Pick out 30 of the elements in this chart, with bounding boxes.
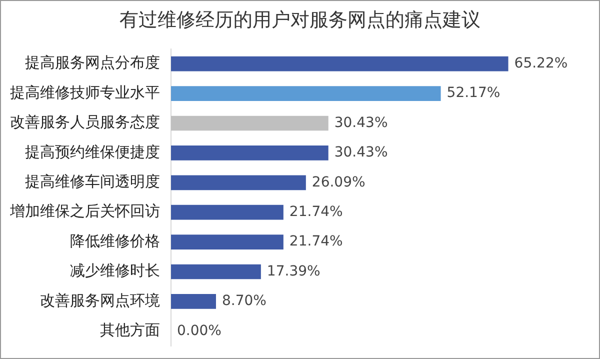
y-tick-label: 减少维修时长	[70, 262, 160, 280]
y-tick-label: 提高维修车间透明度	[25, 172, 160, 191]
y-tick-label: 增加维保之后关怀回访	[9, 202, 160, 220]
data-label: 0.00%	[177, 322, 222, 339]
data-label: 65.22%	[514, 55, 568, 72]
data-label: 52.17%	[446, 85, 500, 102]
bar	[171, 175, 306, 190]
bar	[171, 234, 284, 250]
y-tick-label: 降低维修价格	[70, 232, 160, 250]
bar	[171, 204, 284, 220]
data-label: 30.43%	[334, 144, 388, 161]
bar	[171, 264, 261, 280]
data-label: 26.09%	[312, 174, 366, 190]
chart-title: 有过维修经历的用户对服务网点的痛点建议	[118, 8, 482, 33]
bar	[171, 56, 508, 72]
bar	[171, 146, 328, 160]
bar	[171, 294, 216, 309]
data-label: 21.74%	[289, 234, 343, 250]
y-tick-label: 改善服务人员服务态度	[10, 113, 160, 132]
bar	[171, 86, 441, 101]
y-tick-label: 提高维修技师专业水平	[10, 83, 160, 102]
y-tick-label: 提高服务网点分布度	[25, 54, 160, 72]
bar	[171, 116, 328, 131]
y-tick-label: 其他方面	[100, 321, 160, 340]
data-label: 21.74%	[289, 204, 343, 220]
y-tick-label: 提高预约维保便捷度	[25, 142, 160, 161]
data-label: 30.43%	[334, 114, 388, 131]
data-label: 8.70%	[222, 293, 266, 310]
data-label: 17.39%	[266, 263, 320, 280]
y-tick-label: 改善服务网点环境	[40, 291, 160, 310]
